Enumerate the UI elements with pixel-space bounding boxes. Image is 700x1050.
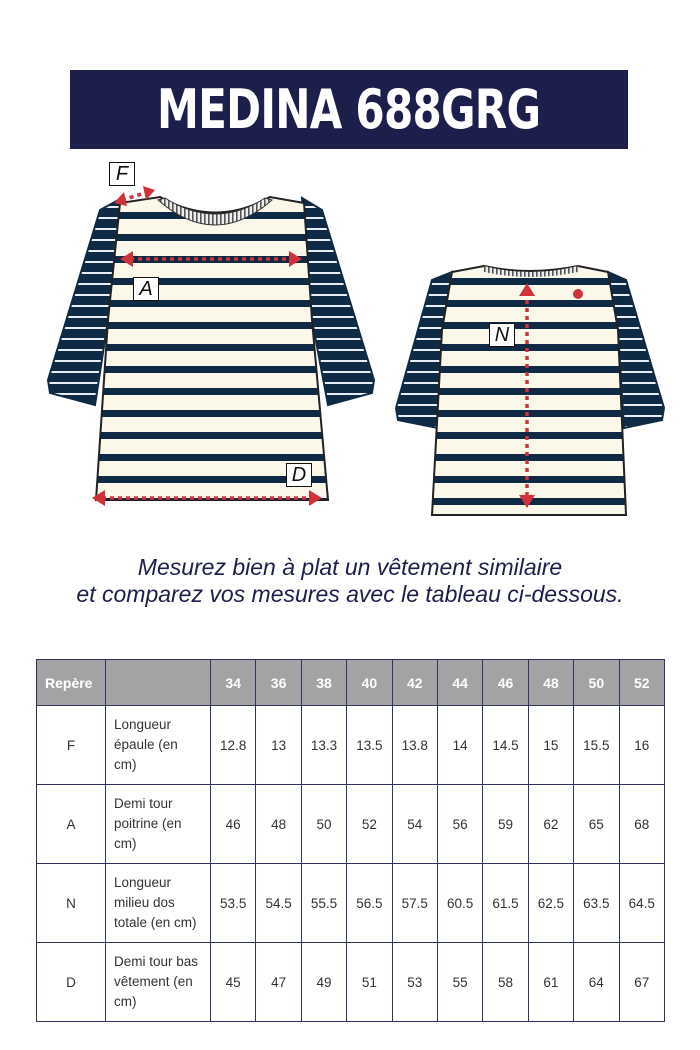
cell-value: 64 bbox=[573, 942, 620, 1022]
garment-diagram bbox=[46, 186, 666, 516]
cell-value: 63.5 bbox=[573, 863, 620, 943]
header-desc bbox=[105, 659, 211, 706]
label-F: F bbox=[109, 162, 135, 186]
header-repere: Repère bbox=[36, 659, 106, 706]
cell-value: 46 bbox=[209, 784, 257, 864]
cell-value: 55 bbox=[436, 942, 484, 1022]
cell-value: 68 bbox=[618, 784, 666, 864]
cell-value: 61 bbox=[527, 942, 575, 1022]
cell-value: 47 bbox=[255, 942, 302, 1022]
cell-value: 58 bbox=[482, 942, 529, 1022]
cell-value: 61.5 bbox=[482, 863, 529, 943]
table-row: A Demi tour poitrine (en cm) 46 48 50 52 54 56 5… bbox=[36, 784, 666, 864]
cell-value: 48 bbox=[255, 784, 302, 864]
table-row: F Longueur épaule (en cm) 12.8 13 13.3 13.5 13… bbox=[36, 705, 666, 785]
cell-value: 12.8 bbox=[209, 705, 257, 785]
cell-value: 64.5 bbox=[618, 863, 666, 943]
cell-value: 62.5 bbox=[527, 863, 575, 943]
row-description: Demi tour poitrine (en cm) bbox=[105, 784, 211, 864]
label-A: A bbox=[133, 277, 159, 301]
cell-value: 49 bbox=[300, 942, 348, 1022]
row-code: N bbox=[36, 863, 106, 943]
cell-value: 56.5 bbox=[346, 863, 393, 943]
collar bbox=[156, 197, 274, 226]
cell-value: 60.5 bbox=[436, 863, 484, 943]
cell-value: 14 bbox=[436, 705, 484, 785]
cell-value: 15.5 bbox=[573, 705, 620, 785]
row-description: Longueur épaule (en cm) bbox=[105, 705, 211, 785]
header-size: 36 bbox=[255, 659, 302, 706]
row-code: F bbox=[36, 705, 106, 785]
cell-value: 52 bbox=[346, 784, 393, 864]
front-shirt bbox=[46, 195, 376, 501]
header-size: 34 bbox=[209, 659, 257, 706]
cell-value: 54 bbox=[391, 784, 438, 864]
header-size: 52 bbox=[618, 659, 666, 706]
cell-value: 16 bbox=[618, 705, 666, 785]
measure-arrows bbox=[102, 190, 529, 500]
cell-value: 59 bbox=[482, 784, 529, 864]
front-body bbox=[94, 195, 330, 501]
cell-value: 62 bbox=[527, 784, 575, 864]
cell-value: 45 bbox=[209, 942, 257, 1022]
cell-value: 13.8 bbox=[391, 705, 438, 785]
row-description: Longueur milieu dos totale (en cm) bbox=[105, 863, 211, 943]
page-title: MEDINA 688GRG bbox=[70, 70, 628, 149]
cell-value: 13.5 bbox=[346, 705, 393, 785]
cell-value: 14.5 bbox=[482, 705, 529, 785]
header-size: 42 bbox=[391, 659, 438, 706]
table-row: N Longueur milieu dos totale (en cm) 53.5 5… bbox=[36, 863, 666, 943]
header-size: 38 bbox=[300, 659, 348, 706]
cell-value: 67 bbox=[618, 942, 666, 1022]
header-size: 50 bbox=[573, 659, 620, 706]
cell-value: 51 bbox=[346, 942, 393, 1022]
row-code: D bbox=[36, 942, 106, 1022]
back-shirt bbox=[394, 264, 666, 516]
header-size: 40 bbox=[346, 659, 393, 706]
cell-value: 13.3 bbox=[300, 705, 348, 785]
title-text: MEDINA 688GRG bbox=[157, 78, 541, 141]
cell-value: 13 bbox=[255, 705, 302, 785]
cell-value: 54.5 bbox=[255, 863, 302, 943]
cell-value: 65 bbox=[573, 784, 620, 864]
header-size: 46 bbox=[482, 659, 529, 706]
table-row: D Demi tour bas vêtement (en cm) 45 47 49 51 5… bbox=[36, 942, 666, 1022]
instructions-line-2: et comparez vos mesures avec le tableau … bbox=[76, 581, 624, 607]
cell-value: 57.5 bbox=[391, 863, 438, 943]
row-description: Demi tour bas vêtement (en cm) bbox=[105, 942, 211, 1022]
label-D: D bbox=[286, 463, 312, 487]
instructions: Mesurez bien à plat un vêtement similair… bbox=[0, 554, 700, 608]
cell-value: 56 bbox=[436, 784, 484, 864]
header-size: 48 bbox=[527, 659, 575, 706]
cell-value: 53 bbox=[391, 942, 438, 1022]
cell-value: 15 bbox=[527, 705, 575, 785]
cell-value: 55.5 bbox=[300, 863, 348, 943]
header-size: 44 bbox=[436, 659, 484, 706]
label-N: N bbox=[489, 323, 515, 347]
table-header: Repère 34 36 38 40 42 44 46 48 50 52 bbox=[36, 659, 666, 706]
size-table: Repère 34 36 38 40 42 44 46 48 50 52 F Longueur ép… bbox=[36, 659, 666, 1022]
instructions-line-1: Mesurez bien à plat un vêtement similair… bbox=[137, 554, 563, 580]
row-code: A bbox=[36, 784, 106, 864]
cell-value: 50 bbox=[300, 784, 348, 864]
cell-value: 53.5 bbox=[209, 863, 257, 943]
